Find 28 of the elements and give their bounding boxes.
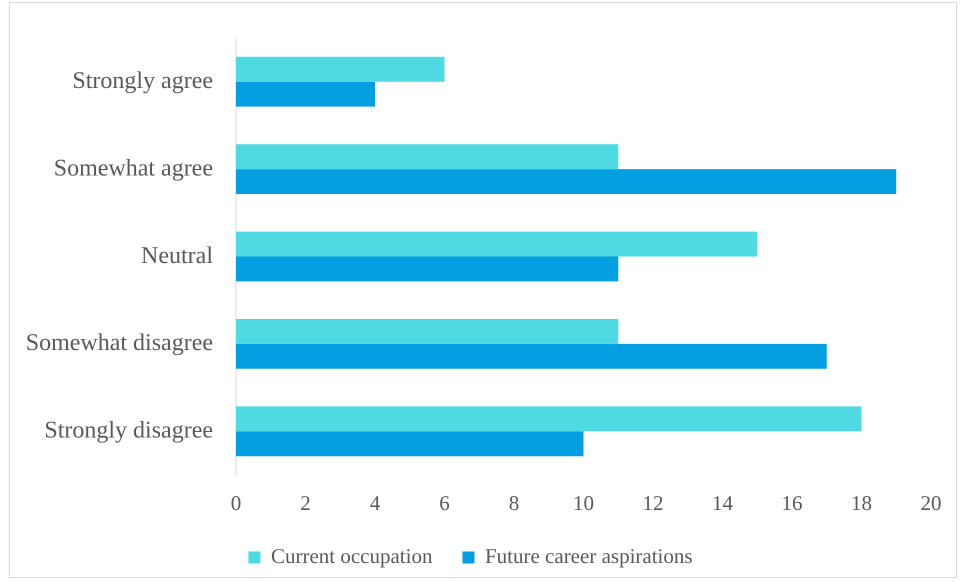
x-tick-label: 0 xyxy=(230,491,242,516)
x-tick-label: 2 xyxy=(300,491,311,516)
bar xyxy=(236,344,827,369)
x-tick-label: 16 xyxy=(782,491,802,516)
bar xyxy=(236,232,758,256)
legend-label: Future career aspirations xyxy=(484,544,693,568)
bar xyxy=(236,56,444,82)
y-tick-label: Somewhat agree xyxy=(54,155,213,182)
bar xyxy=(236,144,618,170)
x-tick-label: 10 xyxy=(573,491,594,516)
x-tick-label: 14 xyxy=(712,491,734,516)
bar xyxy=(236,82,375,107)
x-tick-label: 18 xyxy=(851,491,872,516)
x-tick-label: 20 xyxy=(920,491,942,516)
bar xyxy=(236,169,896,194)
bar xyxy=(236,406,862,432)
x-tick-label: 6 xyxy=(439,491,450,516)
x-tick-label: 12 xyxy=(642,491,664,516)
bar xyxy=(236,318,618,344)
bar xyxy=(236,431,584,456)
y-tick-label: Strongly agree xyxy=(72,68,213,94)
y-tick-label: Neutral xyxy=(141,242,214,269)
legend-label: Current occupation xyxy=(270,544,433,568)
bar xyxy=(236,256,618,282)
x-tick-label: 8 xyxy=(508,491,520,516)
y-tick-label: Somewhat disagree xyxy=(26,330,213,356)
y-tick-label: Strongly disagree xyxy=(44,418,213,444)
x-tick-label: 4 xyxy=(370,491,381,516)
